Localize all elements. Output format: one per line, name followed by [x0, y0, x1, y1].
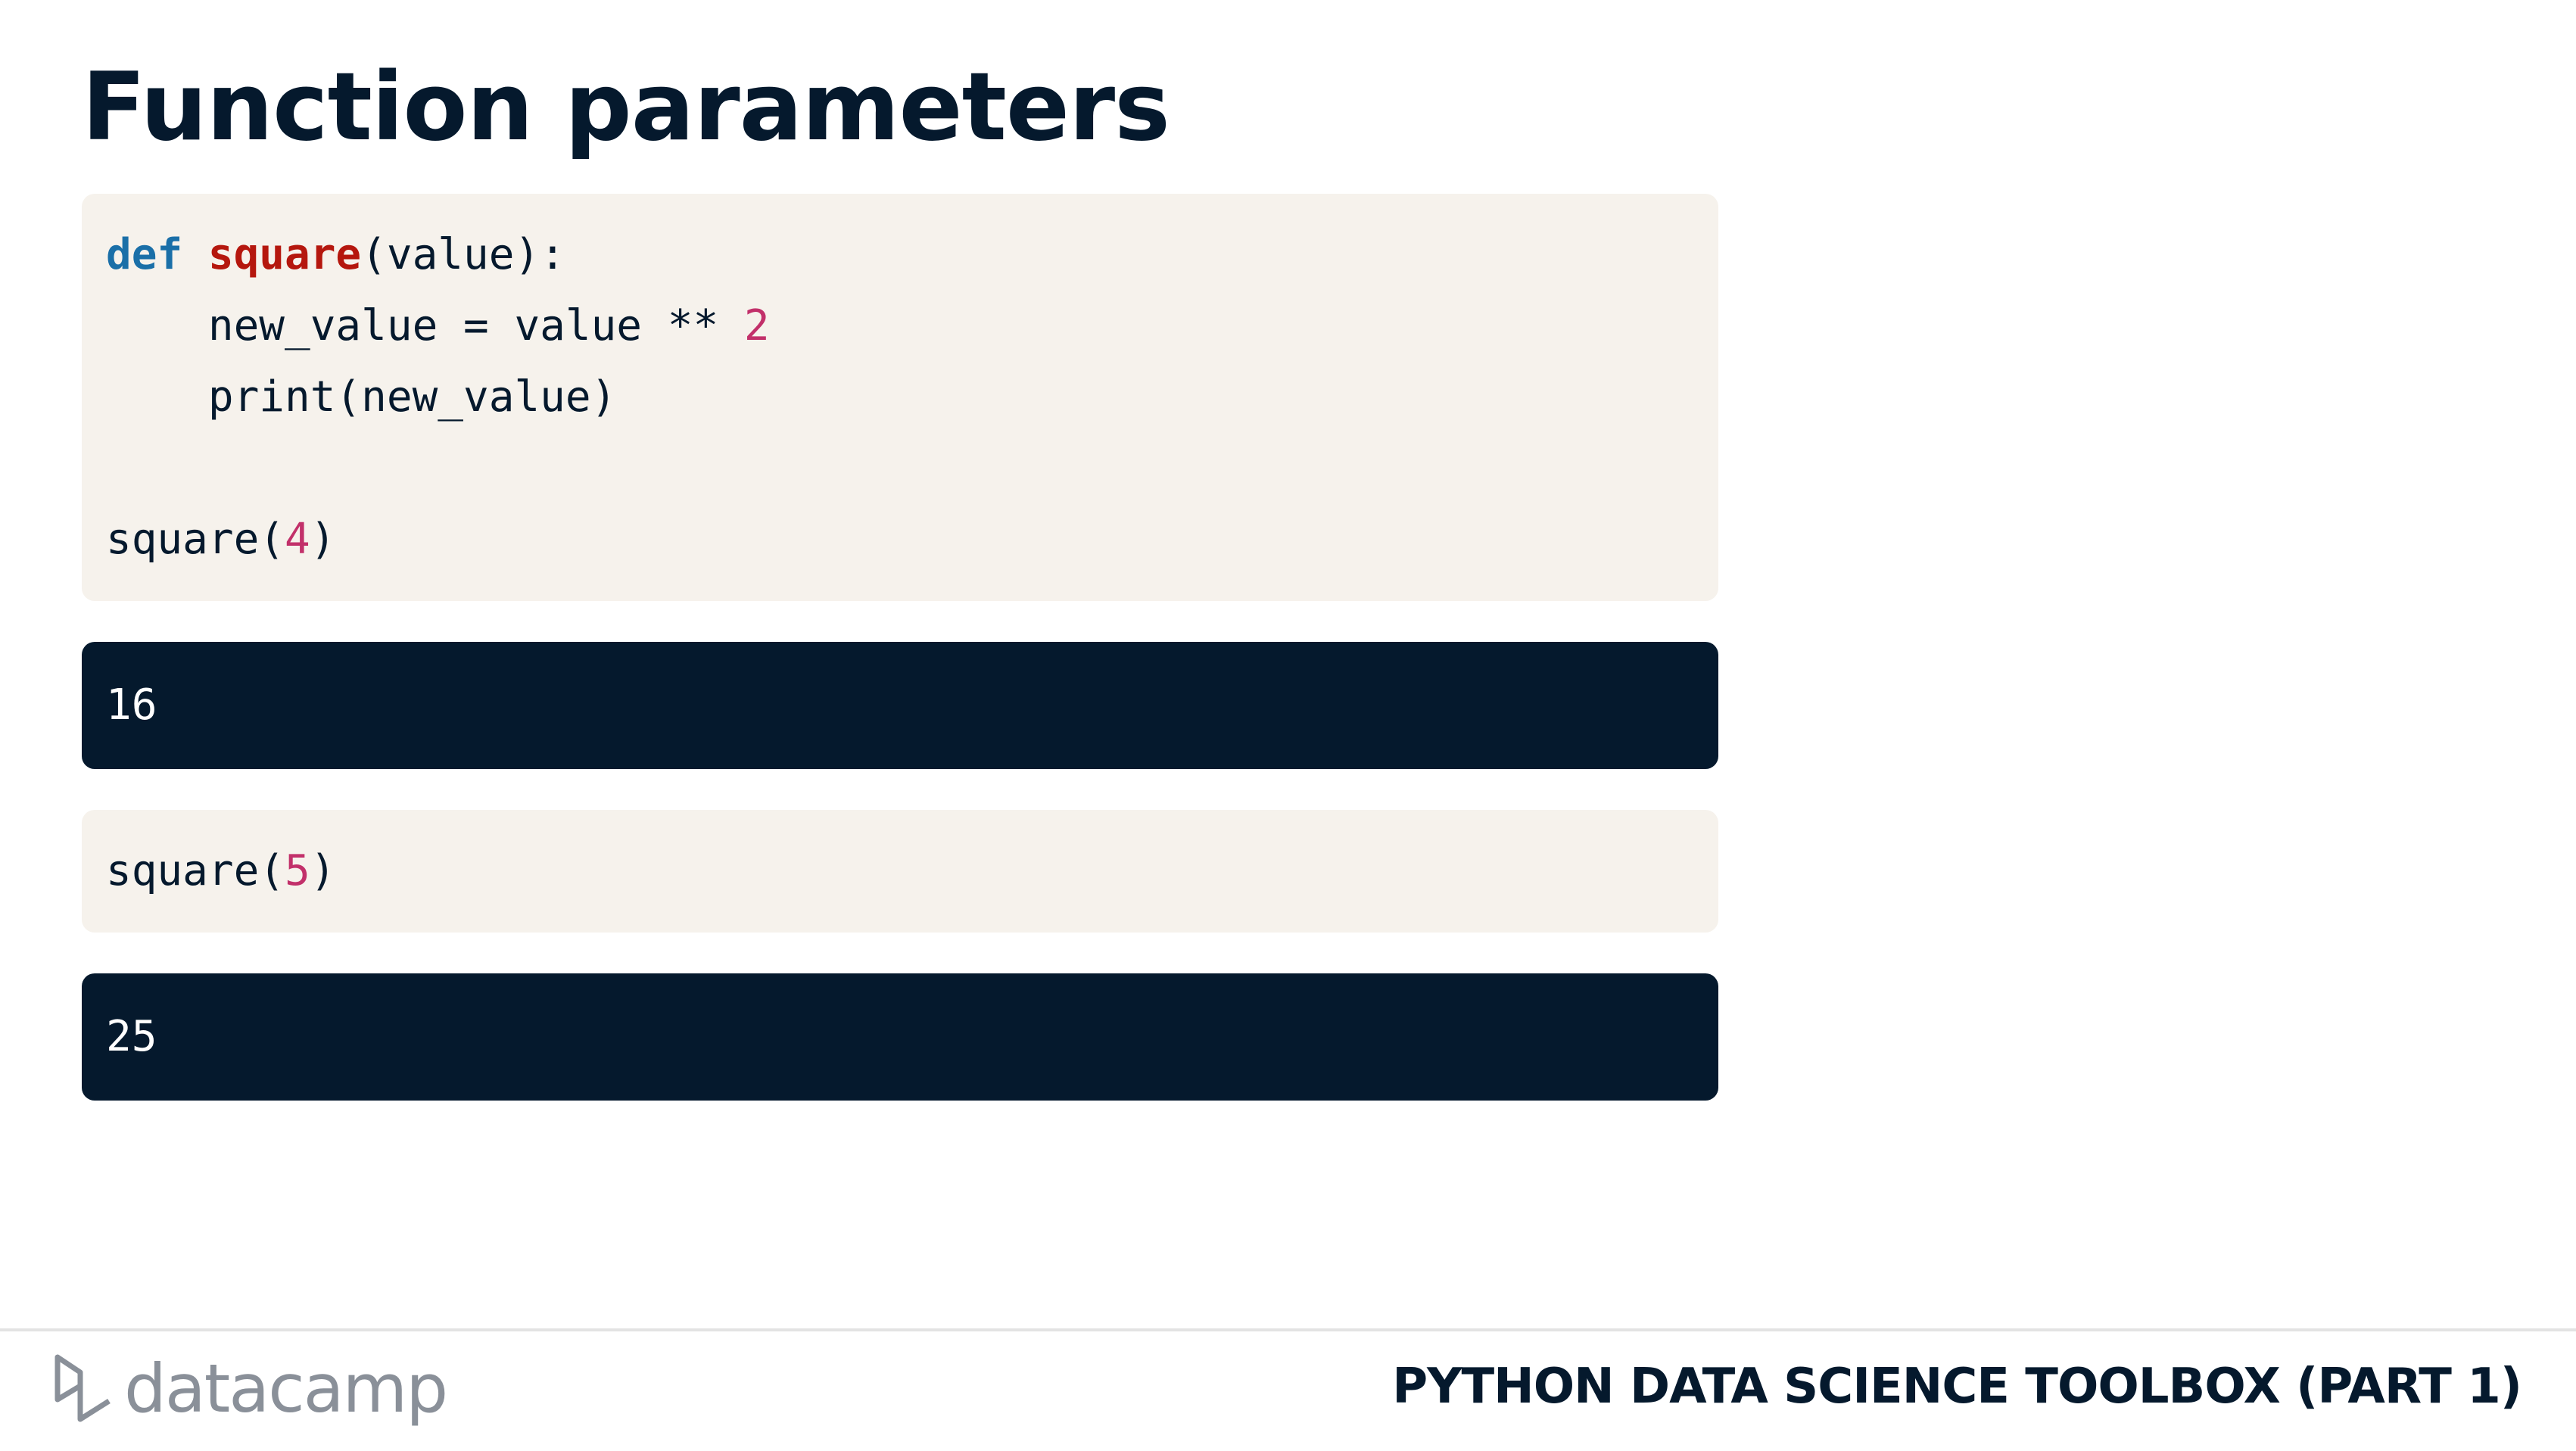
- logo-text: datacamp: [124, 1350, 448, 1428]
- code-line: new_value = value ** 2: [106, 291, 1694, 362]
- code-line: print(new_value): [106, 362, 1694, 433]
- code-token: def: [106, 230, 208, 279]
- code-token: new_value = value **: [106, 301, 744, 350]
- slide-title: Function parameters: [82, 53, 1170, 162]
- code-token: print(new_value): [106, 372, 617, 422]
- code-line: def square(value):: [106, 220, 1694, 291]
- code-token: 5: [285, 846, 310, 895]
- cells: def square(value): new_value = value ** …: [82, 194, 1718, 1101]
- code-line: square(5): [106, 836, 1694, 907]
- code-cell: square(5): [82, 810, 1718, 933]
- code-cell: def square(value): new_value = value ** …: [82, 194, 1718, 601]
- code-line: 25: [106, 1001, 1694, 1073]
- footer-rule: [0, 1328, 2576, 1331]
- code-token: square(: [106, 515, 285, 564]
- code-token: 25: [106, 1012, 157, 1061]
- code-line: square(4): [106, 504, 1694, 575]
- logo: datacamp: [53, 1350, 448, 1428]
- output-cell: 25: [82, 973, 1718, 1101]
- code-line: 16: [106, 670, 1694, 741]
- code-token: square(: [106, 846, 285, 895]
- code-token: (value):: [361, 230, 565, 279]
- code-token: ): [310, 846, 336, 895]
- code-token: 16: [106, 680, 157, 730]
- code-line: [106, 433, 1694, 504]
- output-cell: 16: [82, 642, 1718, 769]
- logo-icon: [55, 1354, 111, 1421]
- course-title: PYTHON DATA SCIENCE TOOLBOX (PART 1): [1392, 1359, 2522, 1415]
- code-token: ): [310, 515, 336, 564]
- code-token: square: [207, 230, 362, 279]
- code-token: 4: [285, 515, 310, 564]
- code-token: 2: [743, 301, 770, 350]
